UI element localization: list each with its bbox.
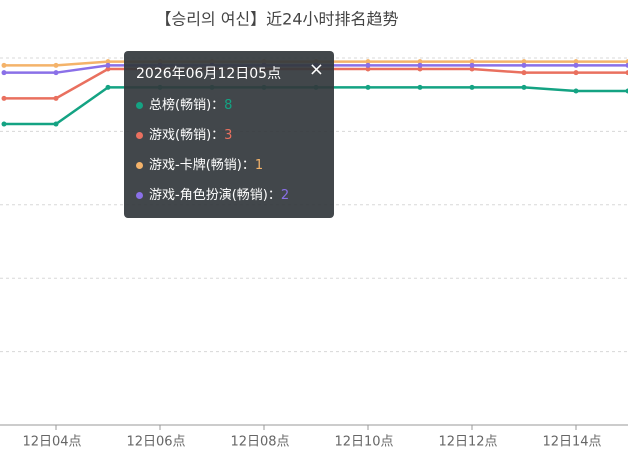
tooltip-row: 游戏(畅销)：3: [136, 121, 322, 151]
tooltip-value: 8: [224, 98, 233, 113]
point: [573, 70, 579, 76]
tooltip-rows: 总榜(畅销)：8 游戏(畅销)：3 游戏-卡牌(畅销)：1 游戏-角色扮演(畅销)：2: [136, 91, 322, 211]
x-tick-label: 12日10点: [334, 435, 393, 450]
point: [105, 66, 111, 72]
x-tick-label: 12日04点: [22, 435, 81, 450]
point: [521, 70, 527, 76]
point: [469, 59, 475, 65]
point: [1, 70, 7, 76]
point: [469, 84, 475, 90]
point: [365, 59, 371, 65]
tooltip: 2026年06月12日05点 × 总榜(畅销)：8 游戏(畅销)：3 游戏-卡牌(畅…: [124, 51, 334, 218]
tooltip-value: 2: [280, 188, 290, 203]
point: [521, 84, 527, 90]
point: [573, 59, 579, 65]
x-tick-label: 12日06点: [126, 435, 185, 450]
point: [53, 95, 59, 101]
tooltip-marker: [136, 162, 143, 169]
point: [1, 121, 7, 127]
tooltip-marker: [136, 102, 143, 109]
tooltip-marker: [136, 192, 143, 199]
point: [53, 70, 59, 76]
tooltip-separator: ：: [211, 98, 225, 113]
point: [105, 62, 111, 68]
point: [105, 59, 111, 65]
tooltip-series-name: 游戏-角色扮演(畅销): [149, 188, 268, 203]
tooltip-row: 总榜(畅销)：8: [136, 91, 322, 121]
point: [417, 62, 423, 68]
tooltip-value: 3: [224, 128, 233, 143]
point: [573, 62, 579, 68]
point: [365, 62, 371, 68]
tooltip-row: 游戏-角色扮演(畅销)：2: [136, 181, 322, 211]
point: [573, 88, 579, 94]
point: [417, 66, 423, 72]
x-tick-label: 12日14点: [542, 435, 601, 450]
point: [105, 84, 111, 90]
tooltip-series-name: 游戏-卡牌(畅销): [149, 158, 242, 173]
x-tick-label: 12日08点: [230, 435, 289, 450]
point: [625, 70, 628, 76]
point: [625, 88, 628, 94]
point: [417, 84, 423, 90]
tooltip-value: 1: [254, 158, 264, 173]
chart-title: 【승리의 여신】近24小时排名趋势: [155, 10, 398, 29]
point: [469, 66, 475, 72]
tooltip-title: 2026年06月12日05点: [136, 66, 282, 82]
point: [53, 62, 59, 68]
tooltip-series-name: 游戏(畅销): [149, 128, 212, 143]
point: [1, 95, 7, 101]
tooltip-separator: ：: [211, 128, 225, 143]
tooltip-series-name: 总榜(畅销): [149, 98, 212, 113]
tooltip-separator: ：: [241, 158, 255, 173]
point: [365, 66, 371, 72]
tooltip-separator: ：: [267, 188, 281, 203]
tooltip-close[interactable]: ×: [308, 59, 324, 80]
x-tick-label: 12日12点: [438, 435, 497, 450]
point: [521, 62, 527, 68]
point: [53, 121, 59, 127]
point: [365, 84, 371, 90]
point: [625, 62, 628, 68]
tooltip-marker: [136, 132, 143, 139]
point: [1, 62, 7, 68]
point: [417, 59, 423, 65]
tooltip-row: 游戏-卡牌(畅销)：1: [136, 151, 322, 181]
point: [469, 62, 475, 68]
point: [521, 59, 527, 65]
